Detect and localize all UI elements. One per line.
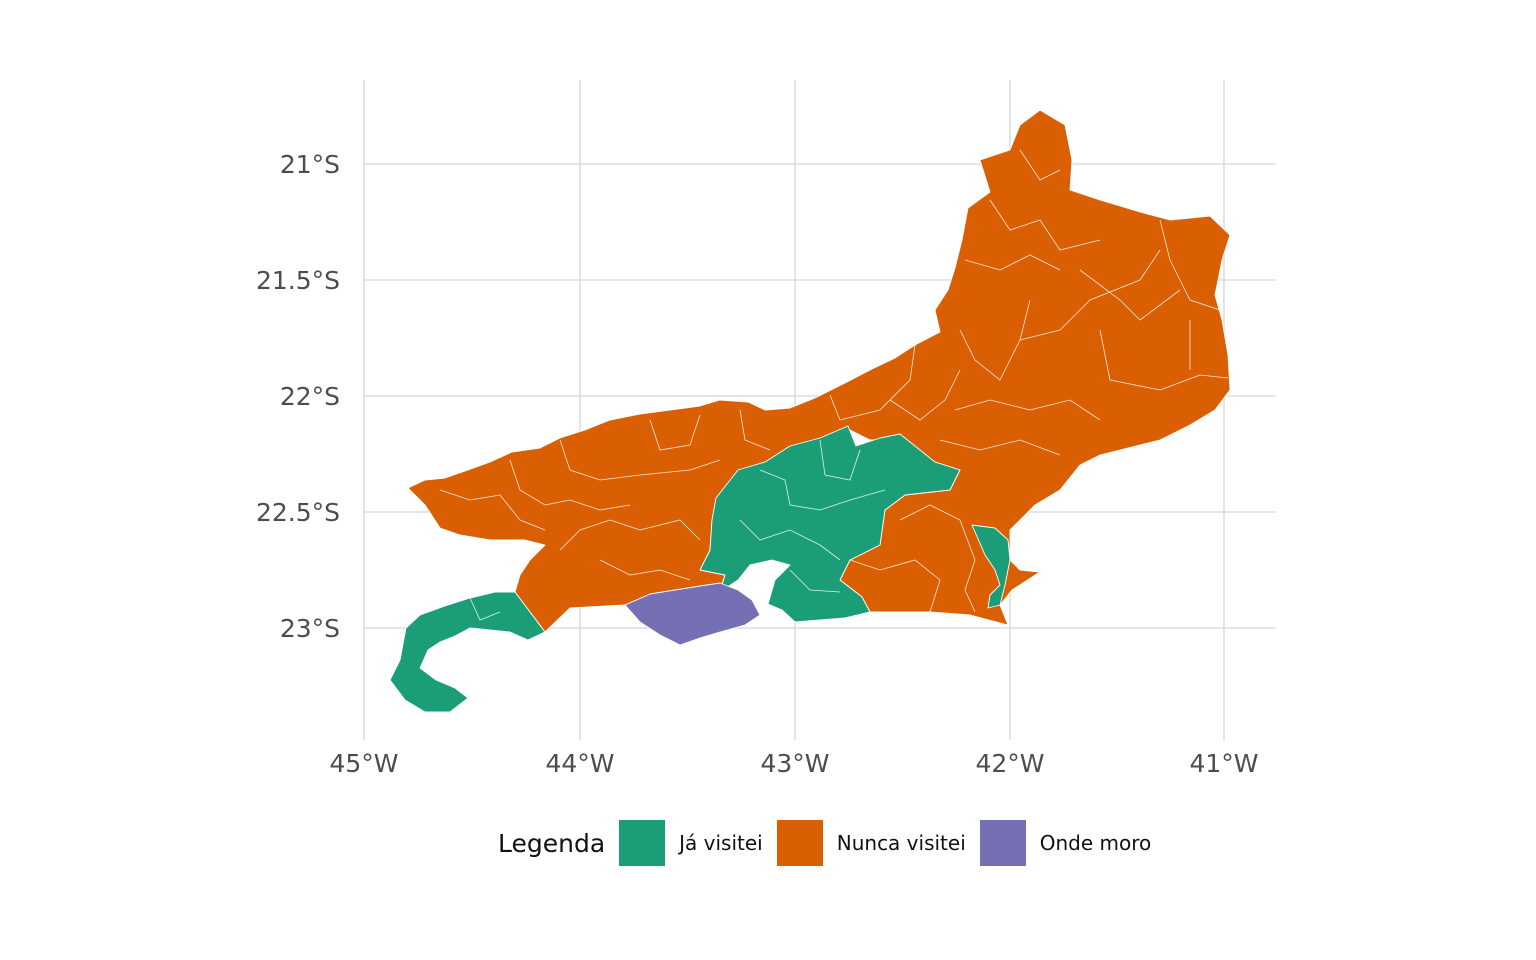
municipality-border	[439, 489, 546, 531]
legend: Legenda Já visitei Nunca visitei Onde mo…	[498, 820, 1165, 866]
legend-swatch-visited	[619, 820, 666, 866]
y-tick-label: 21.5°S	[256, 266, 340, 295]
municipality-border	[1019, 249, 1161, 341]
legend-swatch-never-visited	[776, 820, 823, 866]
x-tick-label: 42°W	[975, 749, 1044, 778]
y-tick-label: 22.5°S	[256, 498, 340, 527]
legend-label-never-visited: Nunca visitei	[836, 831, 966, 855]
municipality-border	[649, 414, 701, 451]
municipality-border	[739, 519, 841, 561]
legend-label-home: Onde moro	[1039, 831, 1152, 855]
municipality-border	[819, 439, 861, 481]
municipality-border	[989, 199, 1101, 251]
legend-item-visited: Já visitei	[619, 820, 763, 866]
municipality-border	[1079, 269, 1181, 321]
municipality-border	[739, 409, 771, 451]
legend-item-never-visited: Nunca visitei	[776, 820, 966, 866]
municipality-border	[559, 519, 701, 551]
municipality-border	[829, 344, 916, 421]
legend-label-visited: Já visitei	[679, 831, 763, 855]
x-axis-labels: 45°W 44°W 43°W 42°W 41°W	[329, 749, 1258, 778]
region-visited-southwest	[389, 591, 546, 713]
municipality-border	[1159, 219, 1221, 311]
municipality-border	[559, 439, 721, 481]
state-regions	[389, 109, 1231, 713]
municipality-border	[954, 399, 1101, 421]
municipality-border	[1099, 329, 1229, 391]
legend-swatch-home	[979, 820, 1026, 866]
municipality-border	[1019, 149, 1061, 181]
municipality-border	[899, 504, 976, 613]
region-visited-central	[699, 425, 961, 623]
y-tick-label: 21°S	[280, 150, 340, 179]
municipality-border	[849, 559, 941, 613]
region-visited-east	[971, 524, 1011, 609]
legend-item-home: Onde moro	[979, 820, 1152, 866]
x-tick-label: 45°W	[329, 749, 398, 778]
municipality-border	[959, 299, 1031, 381]
municipality-border	[759, 469, 886, 511]
y-tick-label: 23°S	[280, 614, 340, 643]
municipality-border	[964, 254, 1061, 271]
y-tick-label: 22°S	[280, 382, 340, 411]
municipality-border	[889, 369, 961, 421]
municipality-border	[789, 569, 841, 593]
x-tick-label: 44°W	[545, 749, 614, 778]
municipality-border	[509, 459, 631, 511]
municipality-border	[469, 597, 501, 621]
x-tick-label: 41°W	[1189, 749, 1258, 778]
y-axis-labels: 21°S 21.5°S 22°S 22.5°S 23°S	[256, 150, 340, 643]
municipality-border	[599, 559, 691, 581]
x-tick-label: 43°W	[760, 749, 829, 778]
region-home	[624, 582, 761, 646]
legend-title: Legenda	[498, 828, 606, 858]
municipality-border	[939, 439, 1061, 456]
municipality-borders	[439, 149, 1229, 621]
